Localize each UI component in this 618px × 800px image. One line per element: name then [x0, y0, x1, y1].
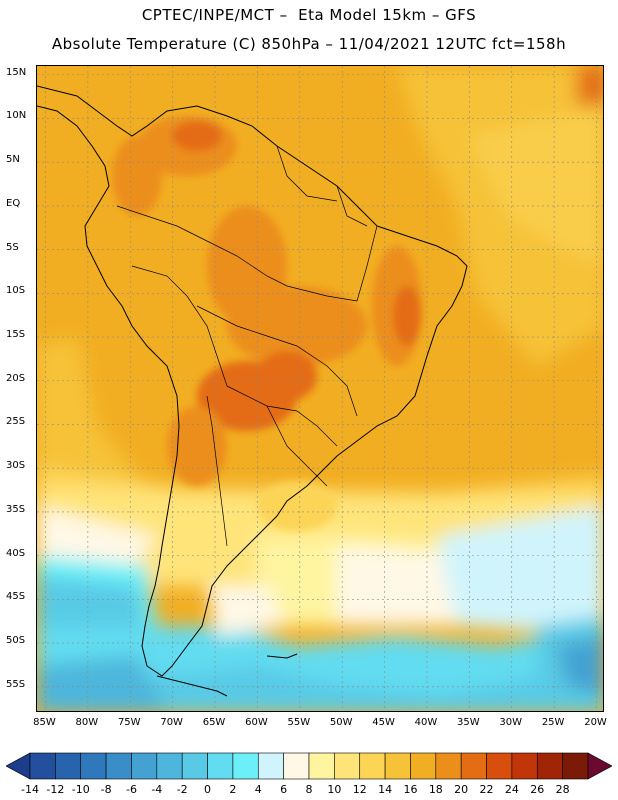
colorbar-tick-label: 4 — [254, 783, 262, 796]
colorbar-tick-label: 26 — [530, 783, 545, 796]
lon-label: 75W — [117, 717, 141, 728]
colorbar-swatch — [181, 752, 208, 780]
lat-label: 45S — [6, 591, 26, 603]
colorbar-swatch — [536, 752, 563, 780]
colorbar-swatch — [156, 752, 183, 780]
colorbar-tick-label: -10 — [71, 783, 90, 796]
lon-label: 30W — [499, 717, 523, 728]
temperature-field — [37, 66, 603, 711]
colorbar-swatch — [283, 752, 310, 780]
colorbar-swatch — [257, 752, 284, 780]
lat-label: 50S — [6, 635, 26, 647]
colorbar-tick-label: 10 — [327, 783, 342, 796]
colorbar-swatch — [460, 752, 487, 780]
map-canvas — [37, 66, 603, 711]
colorbar-swatch — [55, 752, 82, 780]
lat-label: 20S — [6, 372, 26, 384]
colorbar-min-arrow — [6, 752, 31, 780]
colorbar-swatch — [207, 752, 234, 780]
lat-label: EQ — [6, 197, 21, 209]
lon-label: 55W — [287, 717, 311, 728]
colorbar-swatch — [384, 752, 411, 780]
colorbar-tick-label: -14 — [21, 783, 39, 796]
colorbar-swatch — [359, 752, 386, 780]
lat-label: 15S — [6, 329, 26, 341]
colorbar-swatch — [435, 752, 462, 780]
country-borders — [116, 145, 378, 547]
colorbar-swatch — [562, 752, 589, 780]
colorbar-swatch — [232, 752, 259, 780]
lon-label: 25W — [541, 717, 565, 728]
colorbar-tick-label: 6 — [280, 783, 288, 796]
colorbar — [6, 752, 612, 780]
colorbar-swatch — [486, 752, 513, 780]
colorbar-swatch — [334, 752, 361, 780]
colorbar-swatch — [80, 752, 107, 780]
colorbar-tick-label: -8 — [100, 783, 112, 796]
colorbar-tick-label: -6 — [125, 783, 137, 796]
colorbar-swatch — [105, 752, 132, 780]
lat-label: 10S — [6, 285, 26, 297]
colorbar-swatch — [29, 752, 56, 780]
temperature-map — [36, 65, 604, 712]
colorbar-tick-label: 12 — [352, 783, 367, 796]
colorbar-tick-label: -4 — [151, 783, 163, 796]
colorbar-tick-label: 0 — [204, 783, 212, 796]
colorbar-tick-label: 28 — [555, 783, 570, 796]
lon-label: 80W — [75, 717, 99, 728]
lat-label: 15N — [6, 66, 27, 78]
colorbar-tick-label: -12 — [46, 783, 65, 796]
lon-label: 70W — [160, 717, 183, 728]
colorbar-tick-label: -2 — [176, 783, 188, 796]
hot-spots — [112, 116, 422, 531]
lat-label: 10N — [6, 110, 27, 122]
colorbar-tick-label: 2 — [229, 783, 237, 796]
lon-label: 85W — [33, 717, 56, 728]
colorbar-swatch — [308, 752, 335, 780]
colorbar-tick-label: 18 — [428, 783, 443, 796]
colorbar-tick-label: 16 — [403, 783, 418, 796]
lat-label: 35S — [6, 503, 26, 515]
lon-label: 50W — [329, 717, 353, 728]
chart-title-line1: CPTEC/INPE/MCT – Eta Model 15km – GFS — [141, 6, 477, 24]
lon-label: 35W — [457, 717, 480, 728]
colorbar-max-arrow — [587, 752, 612, 780]
colorbar-tick-label: 22 — [479, 783, 494, 796]
colorbar-tick-label: 8 — [305, 783, 313, 796]
lat-label: 30S — [6, 460, 26, 472]
colorbar-tick-label: 24 — [504, 783, 519, 796]
colorbar-tick-label: 20 — [454, 783, 469, 796]
lat-label: 25S — [6, 416, 26, 428]
lon-label: 60W — [245, 717, 268, 728]
lat-label: 40S — [6, 547, 26, 559]
lat-label: 5S — [6, 241, 19, 253]
chart-title-line2: Absolute Temperature (C) 850hPa – 11/04/… — [51, 35, 567, 53]
lat-label: 55S — [6, 678, 26, 690]
colorbar-tick-label: 14 — [378, 783, 393, 796]
lon-label: 20W — [584, 717, 607, 728]
lon-label: 45W — [372, 717, 395, 728]
lon-label: 40W — [414, 717, 438, 728]
colorbar-swatch — [410, 752, 437, 780]
lon-label: 65W — [202, 717, 226, 728]
colorbar-swatch — [131, 752, 158, 780]
lat-label: 5N — [6, 154, 20, 166]
colorbar-swatch — [511, 752, 538, 780]
